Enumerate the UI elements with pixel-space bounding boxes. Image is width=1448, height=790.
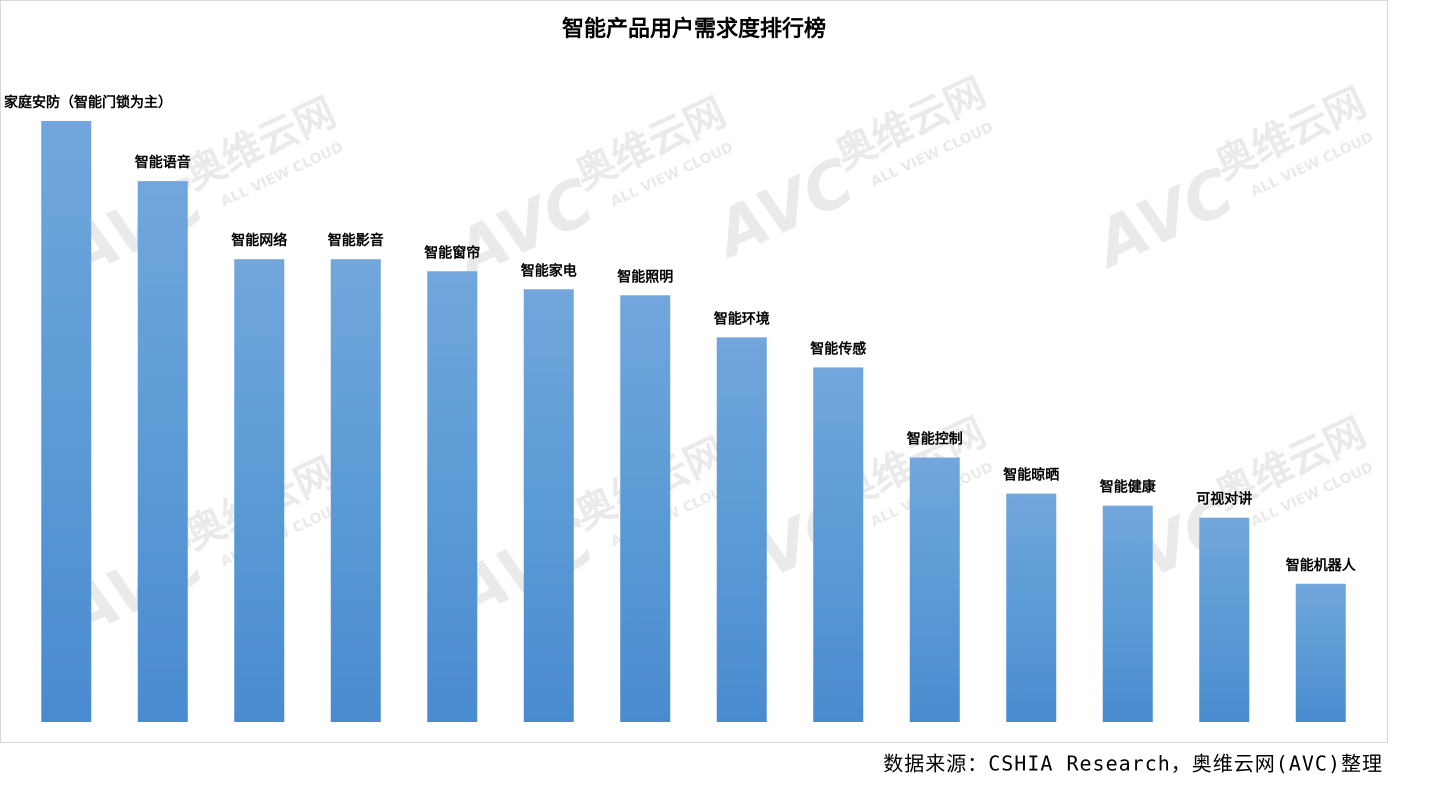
category-label: 智能机器人 (1285, 557, 1357, 574)
category-label: 智能窗帘 (423, 244, 480, 261)
bar (1199, 517, 1250, 722)
bar (1295, 583, 1346, 722)
category-label: 智能控制 (906, 431, 963, 448)
category-label: 智能家电 (520, 262, 577, 279)
bar (330, 259, 381, 722)
bar (813, 367, 864, 722)
bar (716, 337, 767, 722)
bar (1006, 493, 1057, 722)
category-label: 可视对讲 (1196, 491, 1252, 508)
source-note: 数据来源：CSHIA Research，奥维云网(AVC)整理 (883, 752, 1383, 776)
category-label: 智能影音 (327, 232, 384, 249)
bar (523, 289, 574, 722)
bar (1102, 505, 1153, 722)
category-label: 智能晾晒 (1002, 467, 1059, 484)
bar (41, 121, 92, 722)
bar (137, 181, 188, 723)
category-label: 智能网络 (230, 232, 287, 249)
category-label: 智能传感 (809, 340, 866, 357)
bar (234, 259, 285, 722)
bar (909, 457, 960, 722)
category-label: 智能健康 (1099, 479, 1157, 496)
plot-frame (0, 0, 1388, 743)
category-label: 智能环境 (713, 310, 770, 327)
category-label: 智能语音 (134, 154, 191, 171)
category-label: 家庭安防（智能门锁为主） (4, 94, 172, 111)
category-label: 智能照明 (616, 268, 673, 285)
bar (427, 271, 478, 722)
chart-title: 智能产品用户需求度排行榜 (562, 16, 826, 42)
bar (620, 295, 671, 722)
